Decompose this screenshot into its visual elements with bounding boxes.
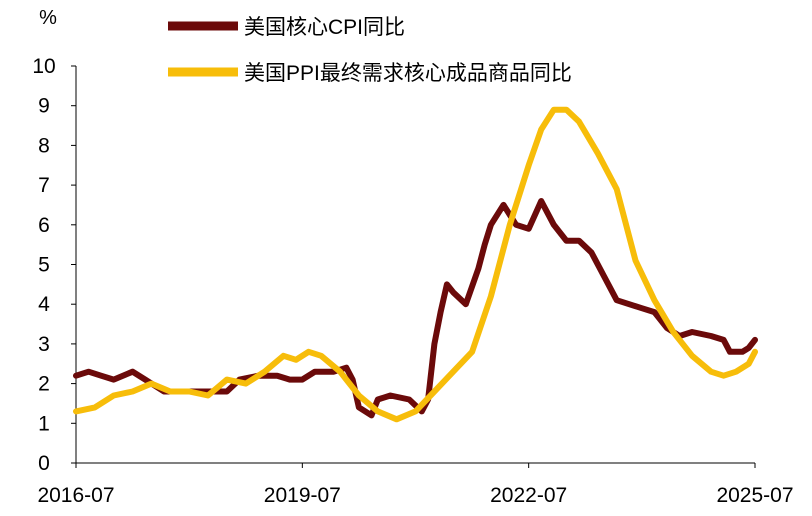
legend: 美国核心CPI同比 美国PPI最终需求核心成品商品同比 [168, 16, 572, 85]
series-lines [73, 106, 758, 423]
x-tick-label: 2025-07 [716, 484, 793, 507]
y-unit-label: % [39, 7, 57, 29]
x-tick-label: 2016-07 [37, 484, 114, 507]
legend-label-ppi: 美国PPI最终需求核心成品商品同比 [244, 62, 572, 85]
y-tick-label: 6 [38, 214, 50, 237]
y-tick-label: 8 [38, 134, 50, 157]
y-tick-label: 0 [38, 452, 50, 475]
series-line-core-ppi [73, 106, 758, 423]
x-tick-label: 2019-07 [264, 484, 341, 507]
x-tick-label: 2022-07 [490, 484, 567, 507]
y-tick-label: 9 [38, 95, 50, 118]
y-tick-label: 5 [38, 254, 50, 277]
series-line-core-cpi [73, 198, 758, 419]
legend-label-cpi: 美国核心CPI同比 [244, 16, 405, 39]
y-tick-label: 2 [38, 373, 50, 396]
y-tick-label: 3 [38, 333, 50, 356]
axes: 0 1 2 3 4 5 6 7 8 9 10 2016-07 2019-07 2022-07 2025-07 [32, 55, 793, 507]
y-tick-label: 7 [38, 174, 50, 197]
y-tick-label: 1 [38, 412, 50, 435]
y-tick-label: 10 [32, 55, 55, 78]
y-tick-label: 4 [38, 293, 50, 316]
